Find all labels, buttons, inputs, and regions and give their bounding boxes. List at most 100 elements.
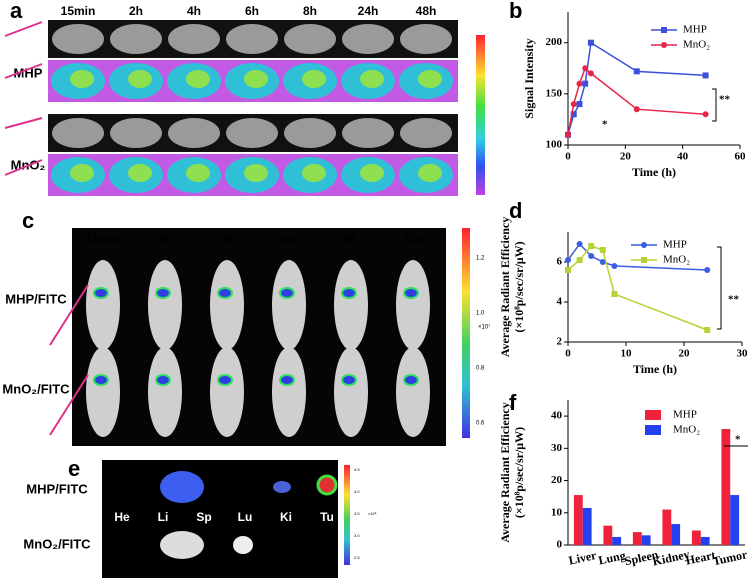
signal-hot (244, 164, 268, 182)
annotation: * (602, 119, 608, 131)
bar (603, 525, 613, 545)
marker (576, 257, 583, 263)
arrow (49, 284, 89, 346)
marker (587, 39, 594, 46)
bar (612, 536, 622, 545)
y-tick-label: 20 (551, 474, 563, 486)
organ-label: Ki (280, 510, 292, 524)
signal-hot (360, 70, 384, 88)
arrow (4, 117, 43, 129)
colorbar-label: 0.6 (476, 421, 485, 427)
mouse (148, 260, 182, 350)
legend-swatch (645, 410, 661, 420)
marker (576, 80, 583, 87)
time-label: 2h (129, 4, 143, 18)
bar (700, 536, 710, 545)
signal-hot (128, 164, 152, 182)
mri-slice (342, 118, 394, 148)
fluorescence (341, 287, 357, 299)
time-label: 15min (61, 4, 96, 18)
legend-marker (641, 257, 647, 263)
marker (702, 72, 709, 79)
time-label: 8h (344, 232, 358, 246)
row-label: MHP/FITC (5, 291, 67, 306)
y-tick-label: 150 (546, 87, 563, 99)
legend-label: MHP (683, 24, 707, 36)
colorbar-unit: ×10⁷ (478, 324, 490, 331)
fluorescence (279, 287, 295, 299)
mouse (396, 347, 430, 437)
marker (704, 267, 711, 273)
bracket (717, 246, 722, 330)
panel-label: d (509, 198, 522, 223)
signal-hot (70, 164, 94, 182)
marker (565, 267, 571, 273)
series-line (567, 66, 706, 135)
bar (641, 535, 651, 545)
arrow (4, 21, 43, 37)
mouse (86, 347, 120, 437)
time-label: 48h (416, 4, 437, 18)
legend-label: MnO₂ (673, 424, 700, 436)
x-tick-label: Tumor (711, 547, 749, 568)
time-label: 24h (358, 4, 379, 18)
x-tick-label: Spleen (623, 547, 659, 568)
mri-slice (342, 24, 394, 54)
mouse (396, 260, 430, 350)
fluorescence (155, 287, 171, 299)
bracket (712, 88, 717, 122)
fluorescence (279, 374, 295, 386)
panel-label: b (509, 0, 522, 23)
time-label: 24h (403, 232, 424, 246)
time-label: 15min (86, 232, 121, 246)
signal-hot (186, 70, 210, 88)
bar (582, 507, 592, 545)
legend-label: MHP (663, 239, 687, 251)
fluorescence (93, 287, 109, 299)
mouse (334, 347, 368, 437)
x-tick-label: Lung (597, 548, 627, 567)
mri-slice (284, 118, 336, 148)
mri-slice (168, 24, 220, 54)
x-tick-label: 40 (677, 151, 689, 163)
marker (570, 101, 577, 108)
signal-hot (70, 70, 94, 88)
colorbar-label: 3.0 (354, 533, 360, 538)
x-tick-label: 0 (565, 348, 571, 360)
time-label: 4h (187, 4, 201, 18)
y-tick-label: 2 (557, 336, 563, 348)
marker (588, 243, 595, 249)
time-label: 6h (245, 4, 259, 18)
marker (576, 241, 583, 247)
marker (599, 259, 606, 265)
time-label: 6h (282, 232, 296, 246)
marker (588, 253, 595, 259)
x-axis-label: Time (h) (633, 362, 677, 376)
colorbar-label: 1.2 (476, 256, 485, 262)
organ-label: He (114, 510, 130, 524)
mri-slice (52, 118, 104, 148)
marker (611, 291, 618, 297)
mouse (272, 347, 306, 437)
organ-label: Li (158, 510, 169, 524)
signal-hot (302, 70, 326, 88)
y-tick-label: 100 (546, 139, 563, 151)
marker (565, 131, 571, 138)
x-axis-label: Time (h) (632, 165, 676, 179)
marker (582, 80, 589, 87)
marker (702, 111, 709, 118)
legend-label: MHP (673, 409, 697, 421)
fluorescence (403, 287, 419, 299)
x-tick-label: 10 (621, 348, 633, 360)
y-axis-label: Average Radiant Efficiency (498, 217, 512, 357)
y-tick-label: 40 (551, 410, 563, 422)
marker (570, 111, 577, 118)
fluorescence-panel (72, 228, 470, 446)
annotation: ** (719, 94, 731, 106)
colorbar-label: 4.0 (354, 489, 360, 494)
mouse (334, 260, 368, 350)
marker (587, 70, 594, 77)
row-label: MnO₂/FITC (23, 536, 91, 551)
organ-panel (102, 460, 350, 578)
